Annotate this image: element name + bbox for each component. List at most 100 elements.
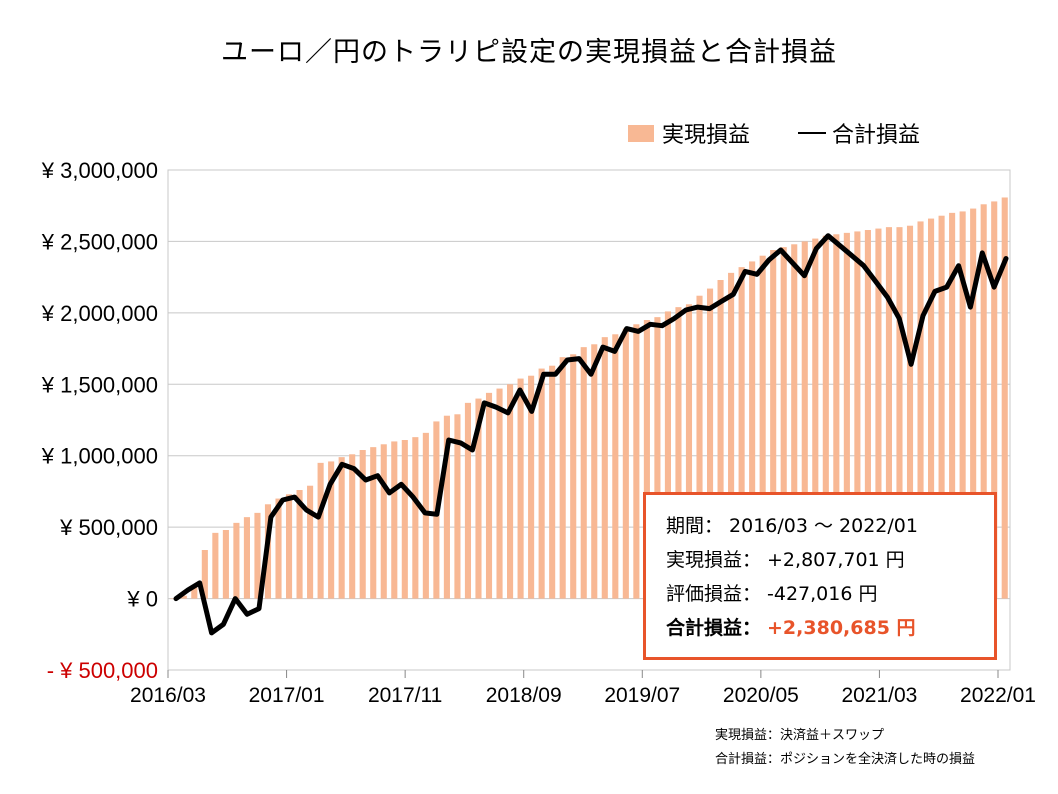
summary-realized-label: 実現損益： xyxy=(666,549,762,571)
summary-period-label: 期間： xyxy=(666,515,724,537)
bar-realized xyxy=(475,398,482,599)
bar-realized xyxy=(875,228,882,599)
summary-realized-row: 実現損益： +2,807,701 円 xyxy=(666,543,994,577)
bar-realized xyxy=(633,324,640,599)
x-tick-label: 2021/03 xyxy=(841,684,917,707)
bar-realized xyxy=(307,485,314,599)
bar-realized xyxy=(517,378,524,599)
legend-bar-swatch xyxy=(628,124,654,142)
bar-realized xyxy=(728,272,735,599)
bar-realized xyxy=(896,227,903,599)
bar-realized xyxy=(906,225,914,599)
bar-realized xyxy=(970,208,977,599)
bar-realized xyxy=(885,227,893,599)
bar-realized xyxy=(601,337,608,599)
bar-realized xyxy=(770,250,777,599)
bar-realized xyxy=(612,334,619,599)
bar-realized xyxy=(706,288,714,599)
bar-realized xyxy=(538,368,545,599)
bar-realized xyxy=(359,450,366,599)
bar-realized xyxy=(759,255,766,599)
bar-realized xyxy=(780,247,787,599)
bar-realized xyxy=(170,598,177,600)
bar-realized xyxy=(559,357,566,599)
y-tick-label: ¥ 3,000,000 xyxy=(41,158,158,183)
bar-realized xyxy=(675,307,682,599)
x-tick-label: 2020/05 xyxy=(723,684,799,707)
x-tick-label: 2017/01 xyxy=(249,684,325,707)
bar-realized xyxy=(959,211,966,599)
bar-realized xyxy=(201,550,208,599)
bar-realized xyxy=(843,232,850,599)
summary-unrealized-row: 評価損益： -427,016 円 xyxy=(666,577,994,611)
bar-realized xyxy=(938,215,945,599)
y-tick-label: ¥ 2,000,000 xyxy=(41,301,158,326)
x-tick-label: 2016/03 xyxy=(130,684,206,707)
bar-realized xyxy=(464,402,472,599)
line-total xyxy=(173,233,1009,636)
bar-realized xyxy=(496,388,503,599)
bar-realized xyxy=(917,221,924,599)
legend-line-label: 合計損益 xyxy=(832,123,921,148)
bar-realized xyxy=(528,375,535,599)
bar-realized xyxy=(275,498,282,599)
bar-realized xyxy=(338,457,345,599)
bar-realized xyxy=(191,585,198,599)
bar-realized xyxy=(391,441,398,599)
x-tick-label: 2017/11 xyxy=(368,684,442,707)
footnote-total: 合計損益：ポジションを全決済した時の損益 xyxy=(715,752,976,767)
bar-realized xyxy=(370,447,377,599)
bar-realized xyxy=(696,295,703,599)
axis-layer: ¥ 3,000,000 ¥ 2,500,000 ¥ 2,000,000 ¥ 1,500… xyxy=(41,158,1036,707)
bar-realized xyxy=(591,344,598,599)
bar-realized xyxy=(643,320,650,599)
bar-realized xyxy=(443,415,450,599)
summary-period-value: 2016/03 ～ 2022/01 xyxy=(729,515,918,537)
bar-realized xyxy=(685,304,693,599)
legend-bar-label: 実現損益 xyxy=(662,123,751,148)
y-tick-label: ¥ 1,500,000 xyxy=(41,372,158,397)
bar-realized xyxy=(791,244,798,599)
y-tick-label: - ¥ 500,000 xyxy=(47,658,158,683)
bar-realized xyxy=(412,437,419,599)
bar-realized xyxy=(570,354,577,599)
bar-realized xyxy=(180,595,187,599)
bar-realized xyxy=(243,517,250,599)
bar-realized xyxy=(1001,197,1008,599)
bar-realized xyxy=(991,201,998,599)
bar-realized xyxy=(233,522,240,599)
bar-realized xyxy=(664,311,671,599)
bar-realized xyxy=(254,512,261,599)
legend: 実現損益 合計損益 xyxy=(628,118,920,148)
bar-realized xyxy=(822,235,829,599)
bar-realized xyxy=(801,241,808,599)
x-tick-label: 2019/07 xyxy=(604,684,680,707)
summary-period-row: 期間： 2016/03 ～ 2022/01 xyxy=(666,509,994,543)
bar-realized xyxy=(580,347,587,599)
bar-realized xyxy=(401,440,408,599)
footnote-realized: 実現損益：決済益＋スワップ xyxy=(715,728,885,743)
bar-realized xyxy=(380,444,387,599)
bar-realized xyxy=(854,231,861,599)
y-tick-label: ¥ 1,000,000 xyxy=(41,444,158,469)
bar-realized xyxy=(654,317,661,599)
summary-unrealized-label: 評価損益： xyxy=(666,583,762,605)
summary-unrealized-value: -427,016 円 xyxy=(767,583,878,605)
bar-realized xyxy=(864,230,871,599)
footnotes: 実現損益：決済益＋スワップ 合計損益：ポジションを全決済した時の損益 xyxy=(715,724,975,772)
chart-title: ユーロ／円のトラリピ設定の実現損益と合計損益 xyxy=(221,37,837,68)
bar-realized xyxy=(222,530,229,599)
x-tick-label: 2022/01 xyxy=(960,684,1036,707)
bar-realized xyxy=(749,261,756,599)
line-layer xyxy=(173,233,1009,636)
bar-realized xyxy=(949,212,956,599)
bar-realized xyxy=(980,204,987,599)
bar-realized xyxy=(317,462,324,599)
y-tick-label: ¥ 0 xyxy=(126,587,158,612)
bar-realized xyxy=(717,280,724,599)
y-tick-label: ¥ 500,000 xyxy=(59,515,158,540)
bar-realized xyxy=(622,328,629,599)
bar-realized xyxy=(549,365,556,599)
summary-total-value: +2,380,685 円 xyxy=(767,617,916,639)
bar-realized xyxy=(285,494,293,599)
